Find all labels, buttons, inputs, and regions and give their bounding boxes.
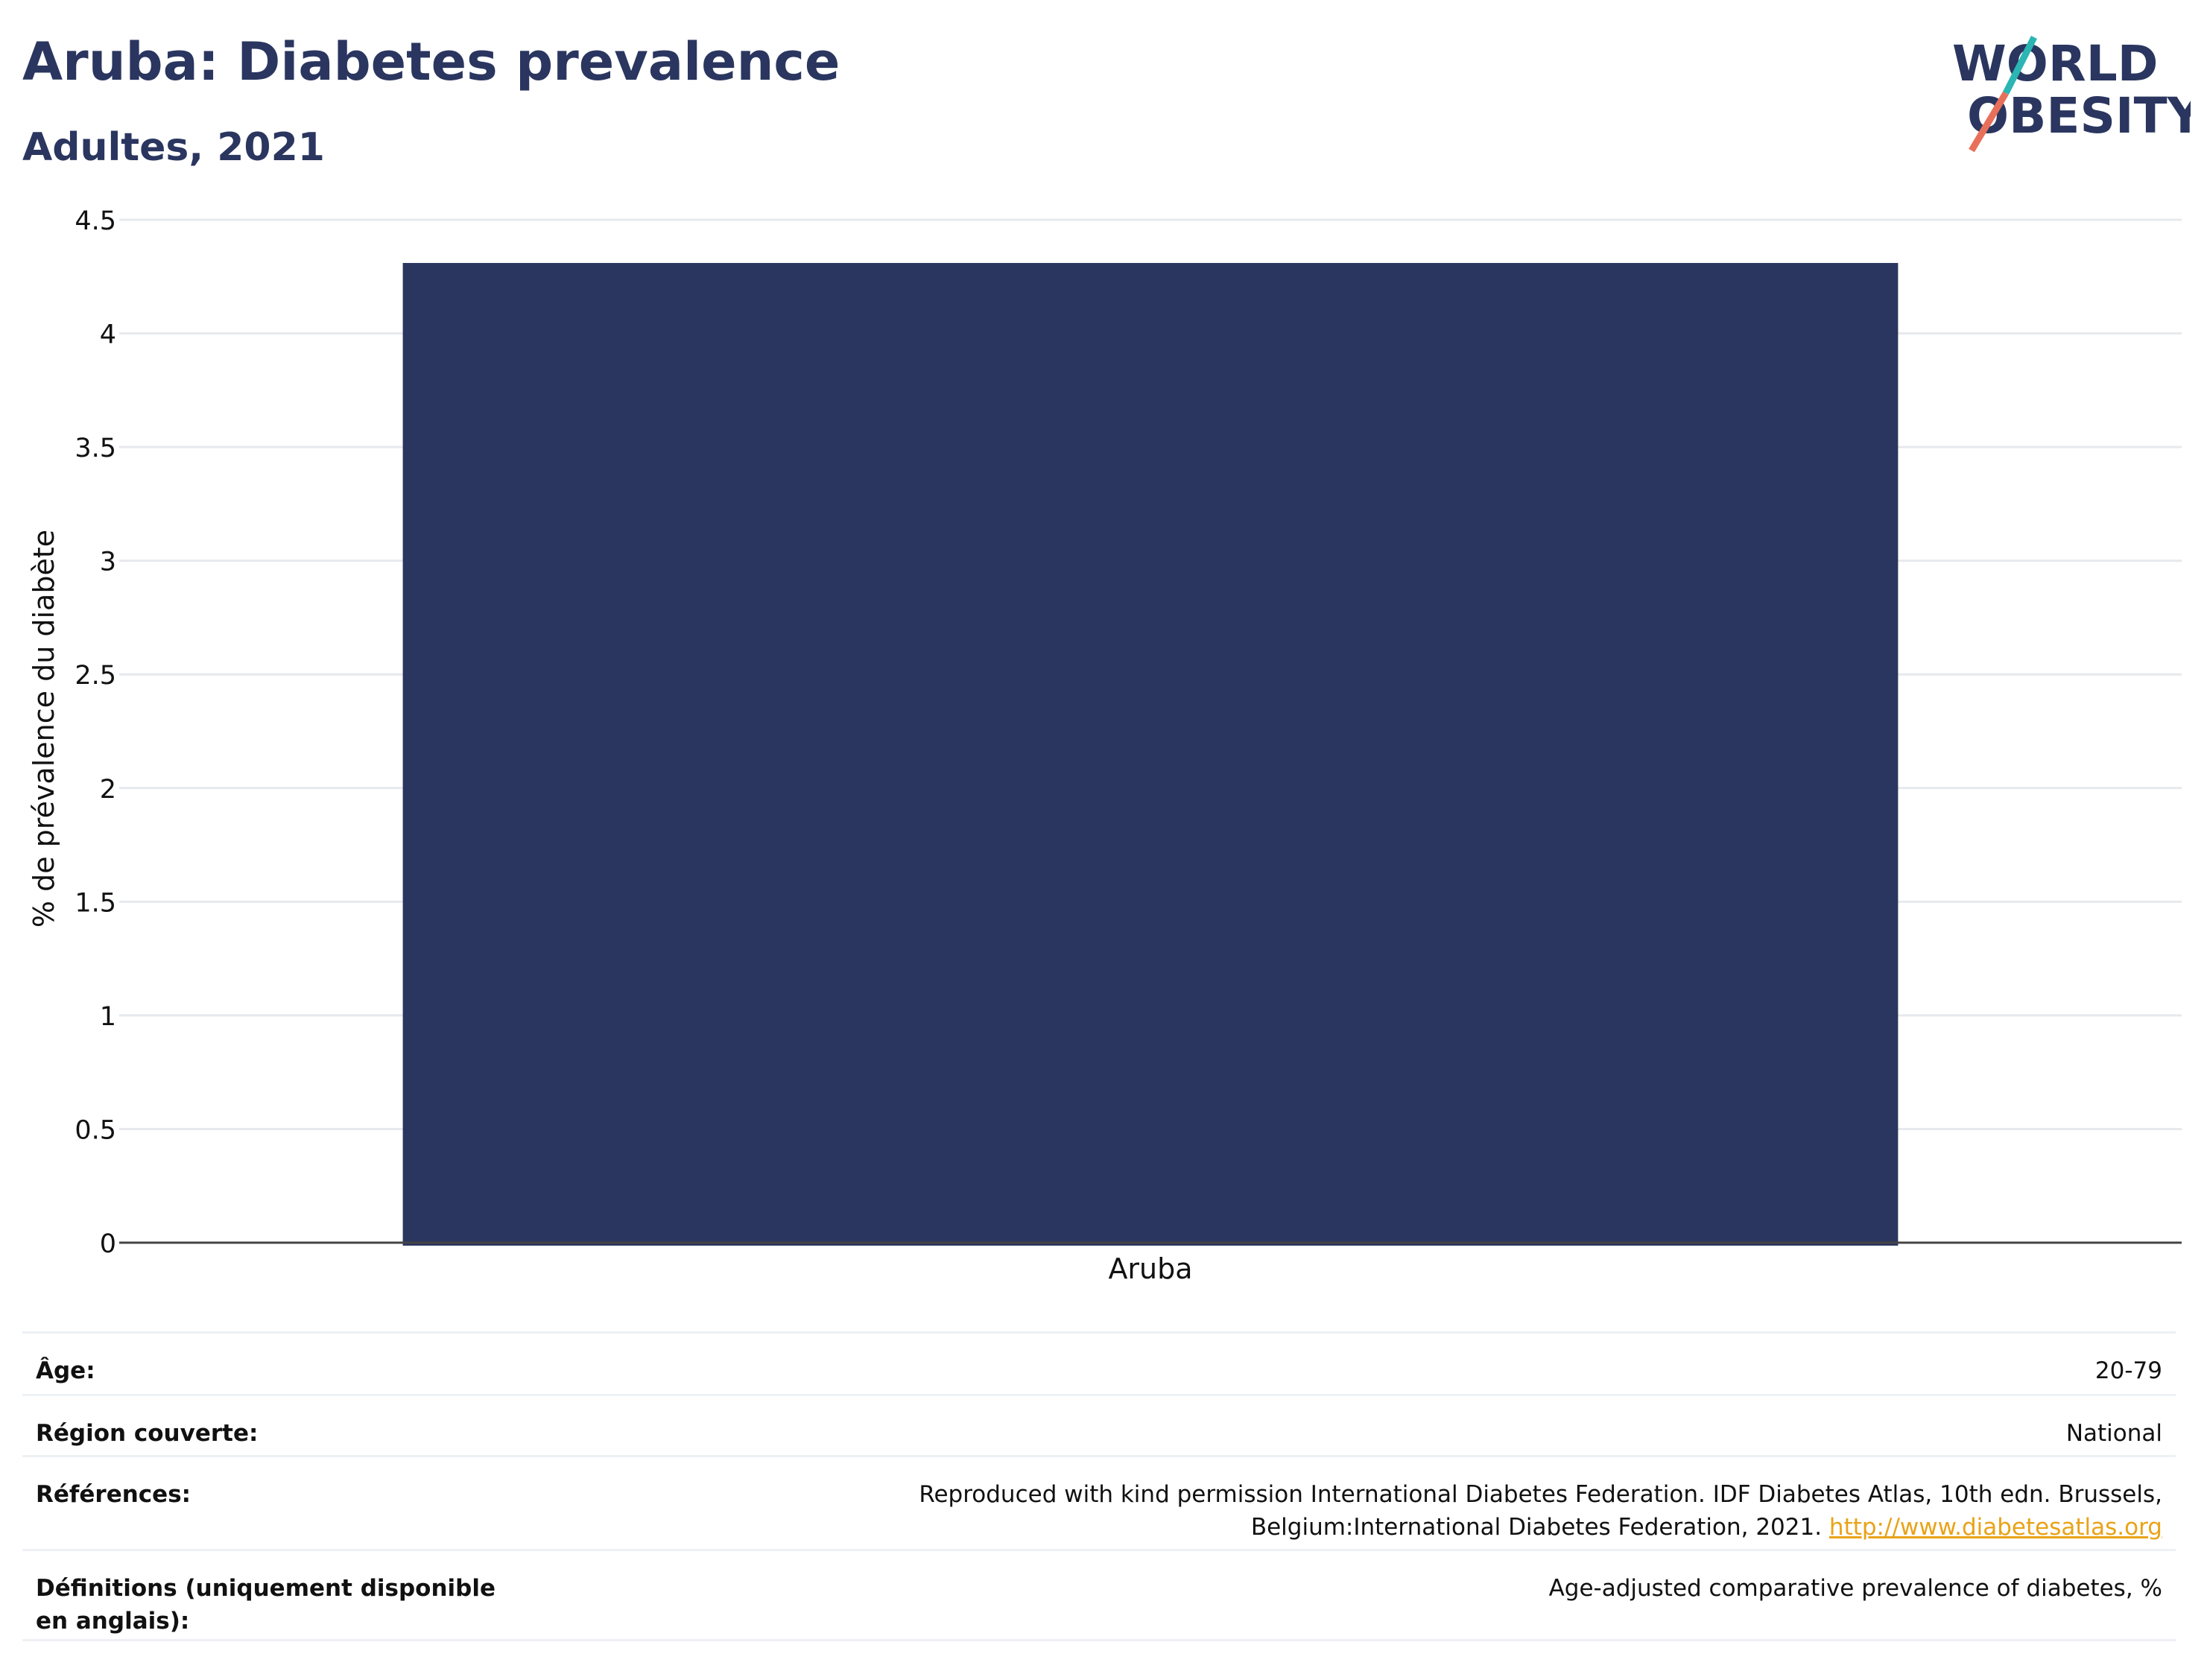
logo-line1: WORLD <box>1952 35 2159 92</box>
logo-teal-slash <box>2002 35 2038 95</box>
info-label: Définitions (uniquement disponible en an… <box>36 1575 496 1635</box>
logo-coral-slash <box>1969 91 2009 153</box>
y-tick-label: 1.5 <box>75 888 116 918</box>
y-tick-label: 0.5 <box>75 1115 116 1145</box>
y-tick-label: 1 <box>100 1002 116 1032</box>
y-tick-label: 3.5 <box>75 434 116 463</box>
y-tick-label: 4 <box>100 320 116 350</box>
y-tick-label: 2.5 <box>75 661 116 691</box>
axes: 0 0.5 1 1.5 2 2.5 3 3.5 4 4.5 Aruba <box>75 206 2182 1285</box>
page-subtitle: Adultes, 2021 <box>22 125 325 170</box>
info-row: Âge: 20-79 <box>22 1331 2176 1394</box>
y-tick-label: 2 <box>100 775 116 805</box>
bars <box>402 262 1899 1246</box>
y-tick-label: 4.5 <box>75 206 116 236</box>
y-axis-label: % de prévalence du diabète <box>28 530 60 928</box>
reference-link[interactable]: http://www.diabetesatlas.org <box>1828 1514 2162 1541</box>
y-tick-label: 0 <box>100 1229 116 1259</box>
info-label: Références: <box>36 1481 191 1508</box>
info-value: Age-adjusted comparative prevalence of d… <box>1548 1575 2162 1602</box>
info-row: Références: Reproduced with kind permissi… <box>22 1455 2176 1549</box>
world-obesity-logo: WORLD OBESITY <box>1952 35 2191 153</box>
info-label: Région couverte: <box>36 1420 259 1447</box>
info-table: Âge: 20-79 Région couverte: National Référen… <box>22 1331 2176 1641</box>
bar-chart: 0 0.5 1 1.5 2 2.5 3 3.5 4 4.5 Aruba % de prévalenc… <box>28 206 2182 1285</box>
info-row: Région couverte: National <box>22 1394 2176 1455</box>
info-row: Définitions (uniquement disponible en an… <box>22 1549 2176 1641</box>
page-title: Aruba: Diabetes prevalence <box>22 31 840 92</box>
bar-aruba[interactable] <box>402 262 1899 1246</box>
info-value: National <box>2065 1420 2162 1447</box>
y-tick-label: 3 <box>100 548 116 577</box>
x-tick-label: Aruba <box>1108 1252 1192 1285</box>
info-value: Reproduced with kind permission Internat… <box>919 1481 2162 1541</box>
info-label: Âge: <box>36 1357 95 1384</box>
info-value: 20-79 <box>2094 1357 2162 1384</box>
